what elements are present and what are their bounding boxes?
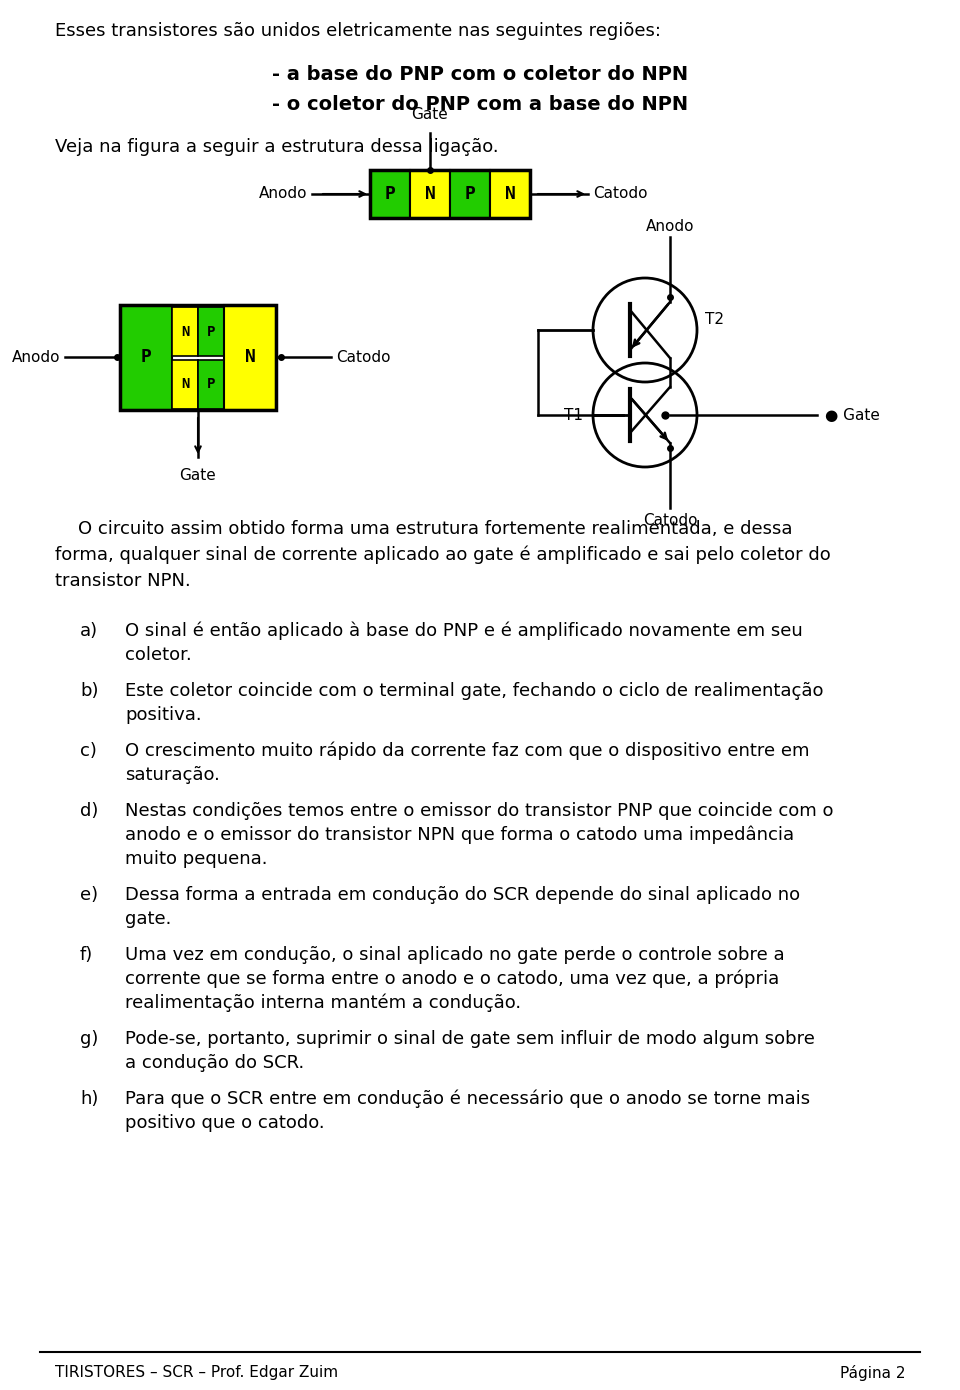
Text: corrente que se forma entre o anodo e o catodo, uma vez que, a própria: corrente que se forma entre o anodo e o … [125,970,780,988]
Bar [198,307,224,356]
Text: Pode-se, portanto, suprimir o sinal de gate sem influir de modo algum sobre: Pode-se, portanto, suprimir o sinal de g… [125,1030,815,1048]
Text: realimentação interna mantém a condução.: realimentação interna mantém a condução. [125,994,521,1012]
Text: Veja na figura a seguir a estrutura dessa ligação.: Veja na figura a seguir a estrutura dess… [55,138,498,156]
Text: N: N [180,324,189,339]
Text: Anodo: Anodo [646,220,694,234]
Bar [120,304,276,410]
Text: N: N [180,378,189,392]
Text: - a base do PNP com o coletor do NPN: - a base do PNP com o coletor do NPN [272,65,688,83]
Text: positiva.: positiva. [125,706,202,724]
Text: Dessa forma a entrada em condução do SCR depende do sinal aplicado no: Dessa forma a entrada em condução do SCR… [125,885,800,904]
Text: P: P [206,378,215,392]
Text: e): e) [80,885,98,904]
Text: N: N [424,185,436,203]
Text: Anodo: Anodo [258,186,307,202]
Text: O circuito assim obtido forma uma estrutura fortemente realimentada, e dessa: O circuito assim obtido forma uma estrut… [55,520,793,538]
Bar [172,307,198,356]
Text: T2: T2 [705,313,724,328]
Text: Catodo: Catodo [593,186,647,202]
Bar [490,170,530,218]
Bar [172,360,198,409]
Text: TIRISTORES – SCR – Prof. Edgar Zuim: TIRISTORES – SCR – Prof. Edgar Zuim [55,1365,338,1380]
Text: Este coletor coincide com o terminal gate, fechando o ciclo de realimentação: Este coletor coincide com o terminal gat… [125,682,824,701]
Text: N: N [505,185,516,203]
Text: a): a) [80,621,98,639]
Text: coletor.: coletor. [125,646,192,664]
Text: P: P [206,324,215,339]
Text: Nestas condições temos entre o emissor do transistor PNP que coincide com o: Nestas condições temos entre o emissor d… [125,802,833,820]
Text: Catodo: Catodo [643,513,697,528]
Text: - o coletor do PNP com a base do NPN: - o coletor do PNP com a base do NPN [272,95,688,114]
Text: P: P [465,185,475,203]
Bar [370,170,410,218]
Text: h): h) [80,1090,98,1108]
Text: a condução do SCR.: a condução do SCR. [125,1054,304,1072]
Text: Para que o SCR entre em condução é necessário que o anodo se torne mais: Para que o SCR entre em condução é neces… [125,1090,810,1108]
Text: O sinal é então aplicado à base do PNP e é amplificado novamente em seu: O sinal é então aplicado à base do PNP e… [125,621,803,641]
Text: c): c) [80,742,97,760]
Text: Catodo: Catodo [336,349,391,364]
Text: Esses transistores são unidos eletricamente nas seguintes regiões:: Esses transistores são unidos eletricame… [55,22,661,40]
Text: Página 2: Página 2 [839,1365,905,1382]
Text: T1: T1 [564,407,583,423]
Text: transistor NPN.: transistor NPN. [55,573,191,589]
Text: saturação.: saturação. [125,766,220,784]
Text: N: N [245,349,255,367]
Text: g): g) [80,1030,98,1048]
Text: P: P [385,185,396,203]
Text: ● Gate: ● Gate [825,407,880,423]
Bar [224,304,276,410]
Text: Uma vez em condução, o sinal aplicado no gate perde o controle sobre a: Uma vez em condução, o sinal aplicado no… [125,947,784,965]
Text: f): f) [80,947,93,965]
Text: anodo e o emissor do transistor NPN que forma o catodo uma impedância: anodo e o emissor do transistor NPN que … [125,826,794,845]
Text: gate.: gate. [125,910,172,929]
Text: Gate: Gate [180,468,216,482]
Text: P: P [140,349,152,367]
Text: forma, qualquer sinal de corrente aplicado ao gate é amplificado e sai pelo cole: forma, qualquer sinal de corrente aplica… [55,546,830,564]
Bar [410,170,450,218]
Text: O crescimento muito rápido da corrente faz com que o dispositivo entre em: O crescimento muito rápido da corrente f… [125,742,809,760]
Bar [370,170,530,218]
Bar [450,170,490,218]
Text: Anodo: Anodo [12,349,60,364]
Bar [120,304,172,410]
Text: muito pequena.: muito pequena. [125,851,268,867]
Text: d): d) [80,802,98,820]
Text: positivo que o catodo.: positivo que o catodo. [125,1113,324,1131]
Text: b): b) [80,682,99,701]
Bar [198,360,224,409]
Text: Gate: Gate [412,107,448,122]
